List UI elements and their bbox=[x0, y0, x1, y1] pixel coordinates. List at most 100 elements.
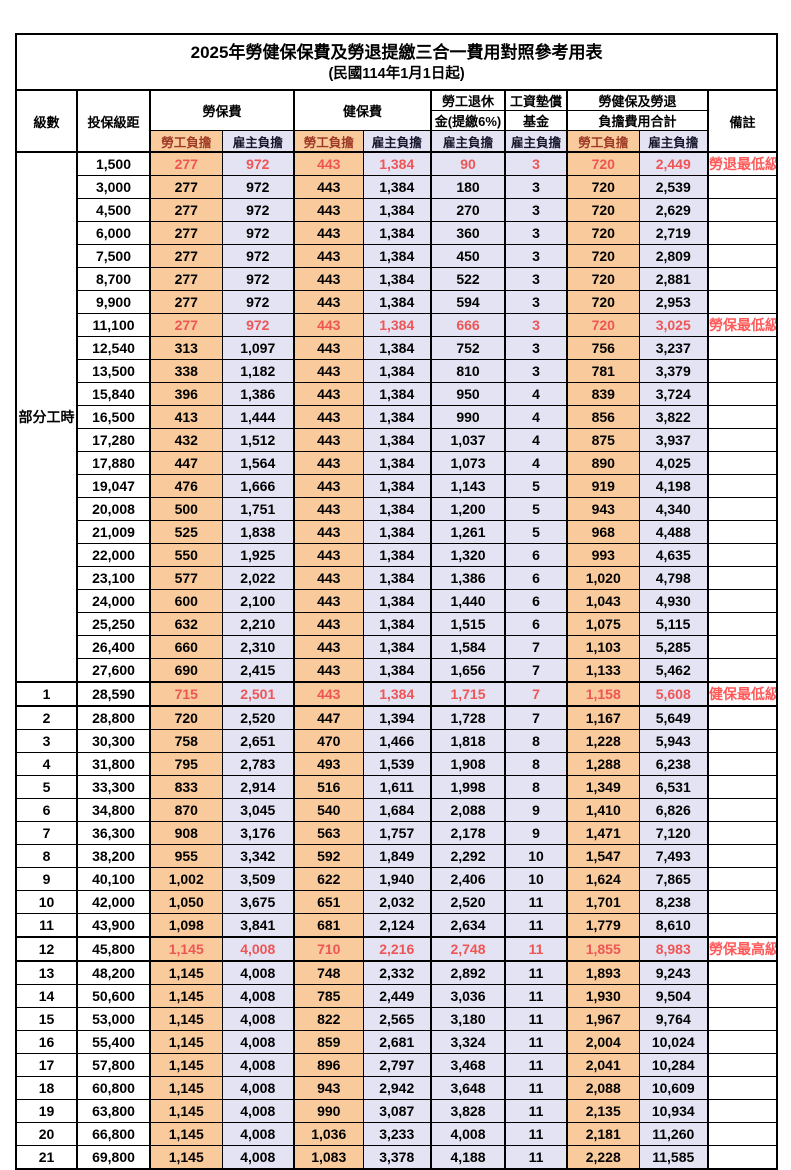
cell-value: 1,200 bbox=[430, 497, 506, 521]
table-row: 7 36,300 908 3,176 563 1,757 2,178 9 1,471 7,120 bbox=[15, 821, 778, 845]
cell-value: 666 bbox=[430, 313, 506, 337]
cell-value: 5,462 bbox=[638, 658, 709, 683]
cell-value: 277 bbox=[149, 244, 223, 268]
cell-bracket: 12,540 bbox=[76, 336, 151, 360]
cell-value: 9,243 bbox=[638, 960, 709, 985]
cell-value: 720 bbox=[566, 198, 640, 222]
cell-value: 972 bbox=[221, 267, 295, 291]
cell-value: 443 bbox=[293, 151, 364, 176]
cell-value: 11 bbox=[504, 936, 568, 962]
cell-value: 1,143 bbox=[430, 474, 506, 498]
cell-value: 516 bbox=[293, 775, 364, 799]
table-row: 13,500 338 1,182 443 1,384 810 3 781 3,379 bbox=[16, 359, 778, 383]
cell-value: 2,415 bbox=[221, 658, 295, 683]
cell-value: 1,893 bbox=[566, 960, 640, 985]
table-row: 8,700 277 972 443 1,384 522 3 720 2,881 bbox=[16, 267, 778, 291]
cell-value: 2,406 bbox=[430, 867, 506, 891]
table-row: 12 45,800 1,145 4,008 710 2,216 2,748 11 1,855 8,… bbox=[15, 936, 778, 962]
cell-remark: 勞保最高級距 bbox=[706, 936, 778, 962]
cell-value: 500 bbox=[149, 497, 223, 521]
cell-value: 1,384 bbox=[362, 290, 432, 314]
cell-value: 432 bbox=[149, 428, 223, 452]
cell-value: 360 bbox=[430, 221, 506, 245]
header-labor-insurance: 勞保費 bbox=[149, 89, 295, 131]
cell-value: 396 bbox=[149, 382, 223, 406]
cell-value: 1,584 bbox=[430, 635, 506, 659]
cell-value: 7 bbox=[504, 658, 568, 683]
cell-value: 1,145 bbox=[149, 1030, 223, 1054]
cell-value: 1,444 bbox=[221, 405, 295, 429]
table-row: 15 53,000 1,145 4,008 822 2,565 3,180 11 1,967 9,… bbox=[15, 1007, 778, 1031]
table-row: 10 42,000 1,050 3,675 651 2,032 2,520 11 1,701 8,… bbox=[15, 890, 778, 914]
cell-value: 2,539 bbox=[638, 175, 709, 199]
cell-value: 1,384 bbox=[362, 336, 432, 360]
cell-value: 1,624 bbox=[566, 867, 640, 891]
header-wage-fund-line2: 基金 bbox=[504, 110, 568, 131]
cell-value: 3,724 bbox=[638, 382, 709, 406]
table-row: 6 34,800 870 3,045 540 1,684 2,088 9 1,410 6,826 bbox=[15, 798, 778, 822]
cell-value: 8,983 bbox=[638, 936, 709, 962]
cell-value: 7 bbox=[504, 705, 568, 730]
cell-remark bbox=[706, 175, 778, 199]
cell-remark bbox=[706, 198, 778, 222]
cell-level: 6 bbox=[15, 798, 78, 822]
header-health-worker: 勞工負擔 bbox=[293, 130, 364, 153]
cell-value: 11 bbox=[504, 1007, 568, 1031]
cell-value: 1,320 bbox=[430, 543, 506, 567]
cell-bracket: 4,500 bbox=[76, 198, 151, 222]
cell-value: 443 bbox=[293, 474, 364, 498]
cell-value: 4,008 bbox=[221, 984, 295, 1008]
cell-value: 1,728 bbox=[430, 705, 506, 730]
cell-value: 3 bbox=[504, 267, 568, 291]
cell-bracket: 28,800 bbox=[76, 705, 151, 730]
cell-value: 3 bbox=[504, 151, 568, 176]
cell-value: 1,145 bbox=[149, 984, 223, 1008]
cell-value: 2,809 bbox=[638, 244, 709, 268]
cell-value: 972 bbox=[221, 175, 295, 199]
cell-bracket: 69,800 bbox=[76, 1145, 151, 1170]
cell-value: 822 bbox=[293, 1007, 364, 1031]
cell-value: 1,684 bbox=[362, 798, 432, 822]
cell-value: 277 bbox=[149, 290, 223, 314]
cell-value: 1,145 bbox=[149, 1007, 223, 1031]
cell-remark bbox=[706, 867, 778, 891]
cell-value: 4,008 bbox=[221, 1076, 295, 1100]
cell-value: 1,384 bbox=[362, 405, 432, 429]
table-row: 24,000 600 2,100 443 1,384 1,440 6 1,043 4,930 bbox=[16, 589, 778, 613]
cell-remark bbox=[706, 752, 778, 776]
cell-value: 2,022 bbox=[221, 566, 295, 590]
cell-value: 4,025 bbox=[638, 451, 709, 475]
cell-remark bbox=[706, 1122, 778, 1146]
cell-value: 1,384 bbox=[362, 589, 432, 613]
cell-value: 2,181 bbox=[566, 1122, 640, 1146]
table-row: 6,000 277 972 443 1,384 360 3 720 2,719 bbox=[16, 221, 778, 245]
table-row: 13 48,200 1,145 4,008 748 2,332 2,892 11 1,893 9,… bbox=[15, 960, 778, 985]
cell-value: 972 bbox=[221, 221, 295, 245]
cell-value: 3,087 bbox=[362, 1099, 432, 1123]
cell-remark bbox=[706, 221, 778, 245]
cell-value: 2,520 bbox=[430, 890, 506, 914]
cell-value: 1,043 bbox=[566, 589, 640, 613]
cell-value: 2,124 bbox=[362, 913, 432, 938]
table-row: 16 55,400 1,145 4,008 859 2,681 3,324 11 2,004 10… bbox=[15, 1030, 778, 1054]
cell-value: 3 bbox=[504, 221, 568, 245]
cell-value: 1,849 bbox=[362, 844, 432, 868]
cell-value: 1,564 bbox=[221, 451, 295, 475]
cell-value: 4,488 bbox=[638, 520, 709, 544]
cell-value: 9 bbox=[504, 798, 568, 822]
cell-value: 785 bbox=[293, 984, 364, 1008]
cell-value: 4,008 bbox=[221, 1099, 295, 1123]
header-labor-employer: 雇主負擔 bbox=[221, 130, 295, 153]
cell-value: 270 bbox=[430, 198, 506, 222]
cell-value: 875 bbox=[566, 428, 640, 452]
cell-value: 3 bbox=[504, 198, 568, 222]
cell-value: 1,818 bbox=[430, 729, 506, 753]
cell-value: 3,045 bbox=[221, 798, 295, 822]
cell-value: 943 bbox=[293, 1076, 364, 1100]
cell-value: 3,379 bbox=[638, 359, 709, 383]
cell-value: 1,384 bbox=[362, 635, 432, 659]
reference-table-page: 2025年勞健保保費及勞退提繳三合一費用對照參考用表 (民國114年1月1日起)… bbox=[15, 33, 779, 1170]
cell-value: 943 bbox=[566, 497, 640, 521]
cell-bracket: 17,280 bbox=[76, 428, 151, 452]
